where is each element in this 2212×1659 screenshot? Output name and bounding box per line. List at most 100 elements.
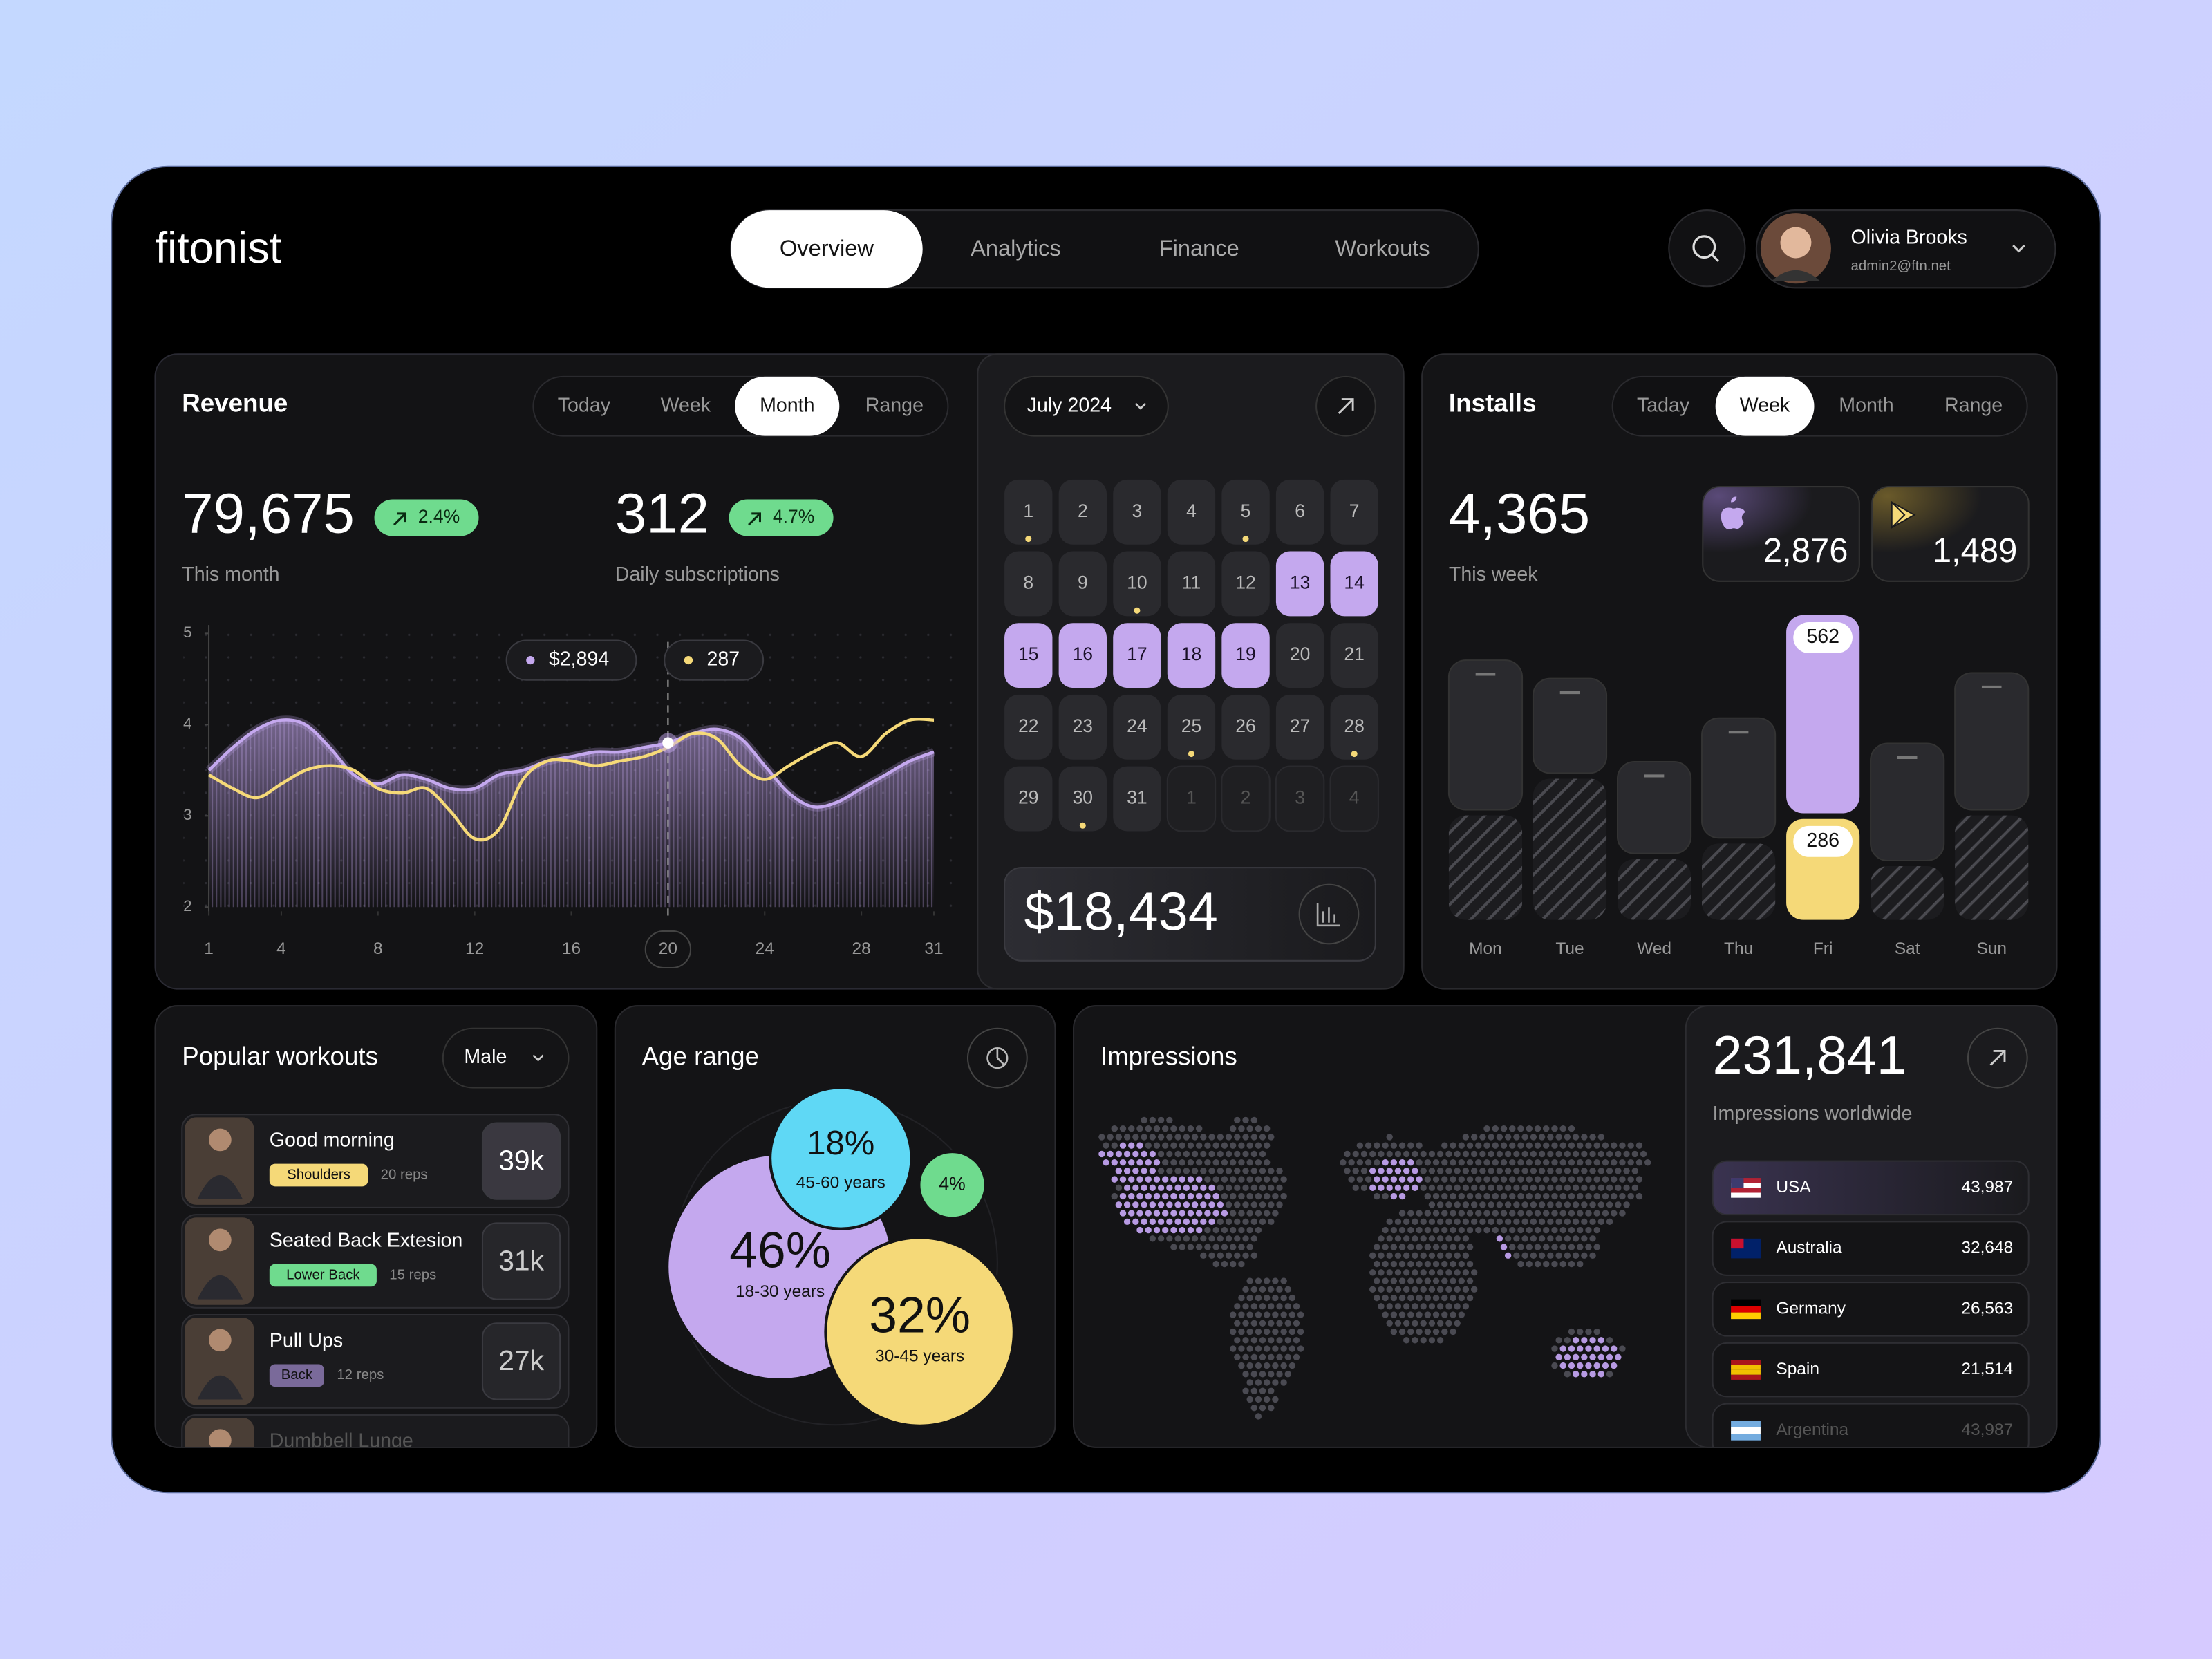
calendar-day[interactable] — [1275, 694, 1324, 760]
calendar-day[interactable] — [1221, 551, 1270, 617]
group: USA 43,987 Australia 32,648 Germany 26,563 Spa… — [1712, 1160, 2030, 1458]
calendar-day[interactable] — [1166, 765, 1217, 832]
calendar-day[interactable] — [1275, 551, 1324, 617]
calendar-day[interactable] — [1058, 551, 1107, 617]
calendar-day[interactable] — [1167, 479, 1216, 545]
country-row[interactable] — [1712, 1160, 2030, 1216]
calendar-day[interactable] — [1167, 551, 1216, 617]
calendar-day[interactable] — [1329, 765, 1379, 832]
nav-item[interactable]: Analytics — [971, 235, 1061, 261]
calendar-day[interactable] — [1058, 694, 1107, 760]
calendar-day[interactable] — [1113, 623, 1161, 688]
map-dot — [1212, 1176, 1219, 1183]
calendar-day[interactable] — [1330, 694, 1378, 760]
map-dot — [1555, 1353, 1562, 1360]
tab[interactable]: Today — [558, 394, 611, 416]
tab[interactable]: Taday — [1637, 394, 1690, 416]
nav-item[interactable]: Workouts — [1335, 235, 1430, 261]
country-row[interactable] — [1712, 1221, 2030, 1276]
map-dot — [1470, 1269, 1478, 1276]
tab[interactable]: Week — [661, 394, 711, 416]
map-dot — [1229, 1260, 1237, 1268]
map-dot — [1179, 1244, 1185, 1250]
calendar-day[interactable] — [1275, 623, 1324, 688]
calendar-day[interactable] — [1275, 479, 1324, 545]
map-dot — [1128, 1159, 1135, 1166]
country-row[interactable] — [1712, 1342, 2030, 1398]
calendar-day[interactable] — [1058, 766, 1107, 832]
calendar-day[interactable] — [1113, 694, 1161, 760]
map-dot — [1382, 1176, 1389, 1183]
map-dot — [1374, 1176, 1380, 1183]
map-dot — [1234, 1201, 1241, 1208]
nav-item[interactable]: Overview — [780, 235, 874, 261]
map-dot — [1246, 1142, 1253, 1149]
tab-active[interactable] — [735, 376, 840, 436]
calendar-day[interactable] — [1004, 766, 1053, 832]
calendar-day[interactable] — [1330, 551, 1378, 617]
map-dot — [1538, 1150, 1546, 1158]
chart-button[interactable] — [1298, 883, 1360, 945]
map-dot — [1534, 1244, 1541, 1250]
map-dot — [1428, 1286, 1436, 1293]
calendar-day[interactable] — [1330, 479, 1378, 545]
calendar-day[interactable] — [1058, 623, 1107, 688]
calendar-day[interactable] — [1167, 623, 1216, 688]
map-dot — [1479, 1201, 1486, 1208]
nav-active[interactable] — [731, 210, 923, 288]
calendar-day[interactable] — [1221, 479, 1270, 545]
calendar-day[interactable] — [1004, 551, 1053, 617]
map-dot — [1509, 1226, 1516, 1234]
map-dot — [1436, 1235, 1444, 1242]
event-dot — [1188, 751, 1194, 758]
month-select[interactable] — [1004, 375, 1169, 437]
map-dot — [1572, 1235, 1580, 1242]
workout-row[interactable] — [181, 1414, 570, 1508]
calendar-day[interactable] — [1004, 694, 1053, 760]
calendar-day[interactable] — [1004, 479, 1053, 545]
country-row[interactable] — [1712, 1403, 2030, 1458]
map-dot — [1162, 1159, 1169, 1166]
user-menu[interactable] — [1755, 209, 2056, 289]
map-dot — [1585, 1362, 1592, 1369]
calendar-day[interactable] — [1113, 479, 1161, 545]
tab[interactable]: Month — [1839, 394, 1893, 416]
calendar-day[interactable] — [1221, 623, 1270, 688]
calendar-day[interactable] — [1167, 694, 1216, 760]
calendar-day[interactable] — [1058, 479, 1107, 545]
map-dot — [1238, 1345, 1245, 1352]
store-value: 1,489 — [1933, 532, 2018, 570]
tab[interactable]: Range — [865, 394, 924, 416]
expand-button[interactable] — [1967, 1027, 2028, 1089]
tab[interactable]: Range — [1944, 394, 2003, 416]
calendar-day[interactable] — [1113, 766, 1161, 832]
country-row[interactable] — [1712, 1282, 2030, 1337]
calendar-day[interactable] — [1004, 623, 1053, 688]
map-dot — [1166, 1168, 1173, 1174]
map-dot — [1504, 1235, 1512, 1242]
nav-item[interactable]: Finance — [1159, 235, 1239, 261]
map-dot — [1543, 1159, 1550, 1166]
calendar-day[interactable] — [1275, 765, 1325, 832]
calendar-day[interactable] — [1221, 765, 1271, 832]
tab-active[interactable] — [1715, 376, 1815, 436]
map-dot — [1141, 1218, 1147, 1226]
settings-button[interactable] — [966, 1027, 1028, 1089]
map-dot — [1551, 1159, 1558, 1166]
map-dot — [1217, 1235, 1224, 1242]
tab[interactable]: Month — [760, 394, 814, 416]
map-dot — [1530, 1252, 1537, 1259]
change-text: 4.7% — [773, 506, 814, 527]
map-dot — [1623, 1201, 1630, 1208]
calendar-day[interactable] — [1113, 551, 1161, 617]
filter-select[interactable] — [442, 1027, 570, 1089]
map-dot — [1466, 1192, 1474, 1200]
calendar-day[interactable] — [1221, 694, 1270, 760]
tab-bar — [1611, 375, 2028, 437]
map-dot — [1496, 1134, 1503, 1141]
search-button[interactable] — [1668, 209, 1746, 288]
map-dot — [1606, 1337, 1613, 1344]
tab[interactable]: Week — [1740, 394, 1790, 416]
map-dot — [1547, 1201, 1554, 1208]
calendar-day[interactable] — [1330, 623, 1378, 688]
